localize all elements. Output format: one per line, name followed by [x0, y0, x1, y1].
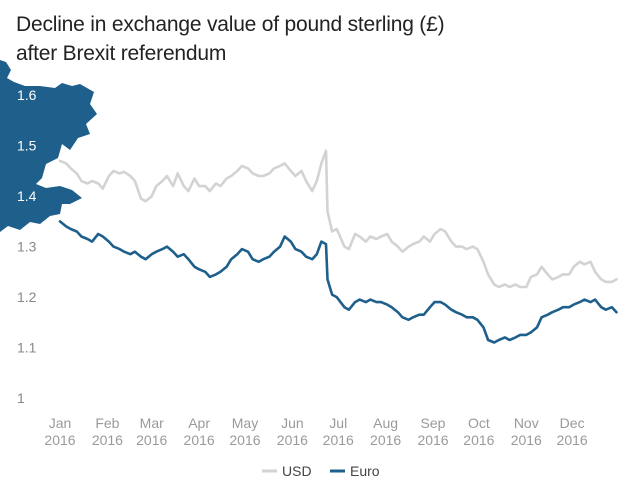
x-tick-month: Dec	[560, 415, 585, 431]
legend-label-euro: Euro	[350, 463, 380, 479]
x-tick-month: Aug	[373, 415, 398, 431]
x-tick-year: 2016	[370, 432, 401, 448]
x-tick-month: Apr	[188, 415, 210, 431]
x-tick-year: 2016	[557, 432, 588, 448]
y-tick-label: 1.6	[17, 87, 37, 103]
y-tick-label: 1.3	[17, 239, 37, 255]
x-tick-month: Feb	[95, 415, 119, 431]
x-tick-year: 2016	[184, 432, 215, 448]
x-tick-month: Sep	[421, 415, 446, 431]
x-tick-year: 2016	[44, 432, 75, 448]
uk-map-silhouette	[0, 60, 97, 232]
series-line-euro	[58, 220, 618, 344]
y-tick-label: 1.5	[17, 138, 37, 154]
x-tick-year: 2016	[92, 432, 123, 448]
x-tick-month: May	[232, 415, 258, 431]
x-tick-month: Jun	[281, 415, 304, 431]
x-tick-month: Jan	[49, 415, 72, 431]
y-axis-ticks: 1.6 1.5 1.4 1.3 1.2 1.1 1	[17, 87, 37, 406]
series-layer	[58, 149, 618, 344]
x-tick-month: Jul	[329, 415, 347, 431]
y-tick-label: 1.1	[17, 340, 37, 356]
chart-title: Decline in exchange value of pound sterl…	[16, 10, 576, 68]
x-tick-year: 2016	[463, 432, 494, 448]
y-tick-label: 1.2	[17, 289, 37, 305]
legend: USD Euro	[262, 463, 380, 479]
x-axis-ticks: Jan2016Feb2016Mar2016Apr2016May2016Jun20…	[44, 415, 587, 448]
y-tick-label: 1.4	[17, 188, 37, 204]
x-tick-year: 2016	[323, 432, 354, 448]
x-tick-year: 2016	[136, 432, 167, 448]
series-line-usd	[58, 149, 618, 289]
y-tick-label: 1	[17, 390, 25, 406]
x-tick-year: 2016	[277, 432, 308, 448]
x-tick-year: 2016	[511, 432, 542, 448]
legend-label-usd: USD	[282, 463, 312, 479]
chart-title-line-1: Decline in exchange value of pound sterl…	[16, 13, 445, 36]
x-tick-year: 2016	[229, 432, 260, 448]
x-tick-month: Oct	[468, 415, 490, 431]
chart-title-line-2: after Brexit referendum	[16, 42, 227, 65]
x-tick-month: Mar	[140, 415, 164, 431]
x-tick-year: 2016	[417, 432, 448, 448]
x-tick-month: Nov	[514, 415, 539, 431]
